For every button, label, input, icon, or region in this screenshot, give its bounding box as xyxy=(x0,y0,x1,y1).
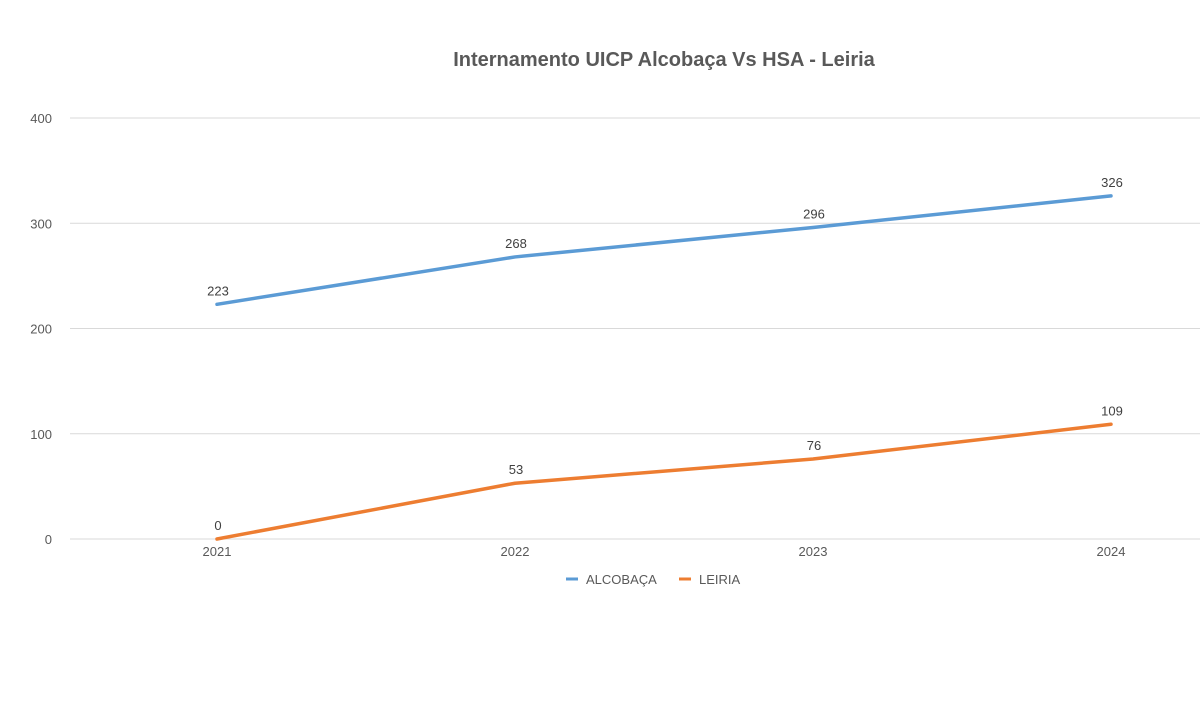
chart-title: Internamento UICP Alcobaça Vs HSA - Leir… xyxy=(453,49,875,71)
data-label: 0 xyxy=(214,518,221,533)
data-label: 76 xyxy=(807,438,821,453)
x-tick-label: 2021 xyxy=(203,544,232,559)
data-labels: 223 268 296 326 0 53 76 109 xyxy=(207,175,1123,533)
data-label: 326 xyxy=(1101,175,1123,190)
data-label: 296 xyxy=(803,206,825,221)
series-line-alcobaça xyxy=(215,194,1113,307)
data-label: 53 xyxy=(509,462,523,477)
y-tick-label: 0 xyxy=(45,532,52,547)
y-tick-label: 100 xyxy=(30,427,52,442)
legend: ALCOBAÇA LEIRIA xyxy=(566,572,741,587)
tick-labels: 0 100 200 300 400 2021 2022 2023 2024 xyxy=(30,111,1125,559)
legend-label: ALCOBAÇA xyxy=(586,572,657,587)
series-layer xyxy=(215,194,1113,541)
x-tick-label: 2022 xyxy=(501,544,530,559)
data-label: 268 xyxy=(505,236,527,251)
data-label: 223 xyxy=(207,283,229,298)
x-tick-label: 2024 xyxy=(1097,544,1126,559)
x-tick-label: 2023 xyxy=(799,544,828,559)
series-line-leiria xyxy=(215,422,1113,541)
y-tick-label: 200 xyxy=(30,322,52,337)
y-tick-label: 300 xyxy=(30,216,52,231)
legend-label: LEIRIA xyxy=(699,572,741,587)
y-tick-label: 400 xyxy=(30,111,52,126)
data-label: 109 xyxy=(1101,403,1123,418)
grid-layer xyxy=(70,117,1200,540)
